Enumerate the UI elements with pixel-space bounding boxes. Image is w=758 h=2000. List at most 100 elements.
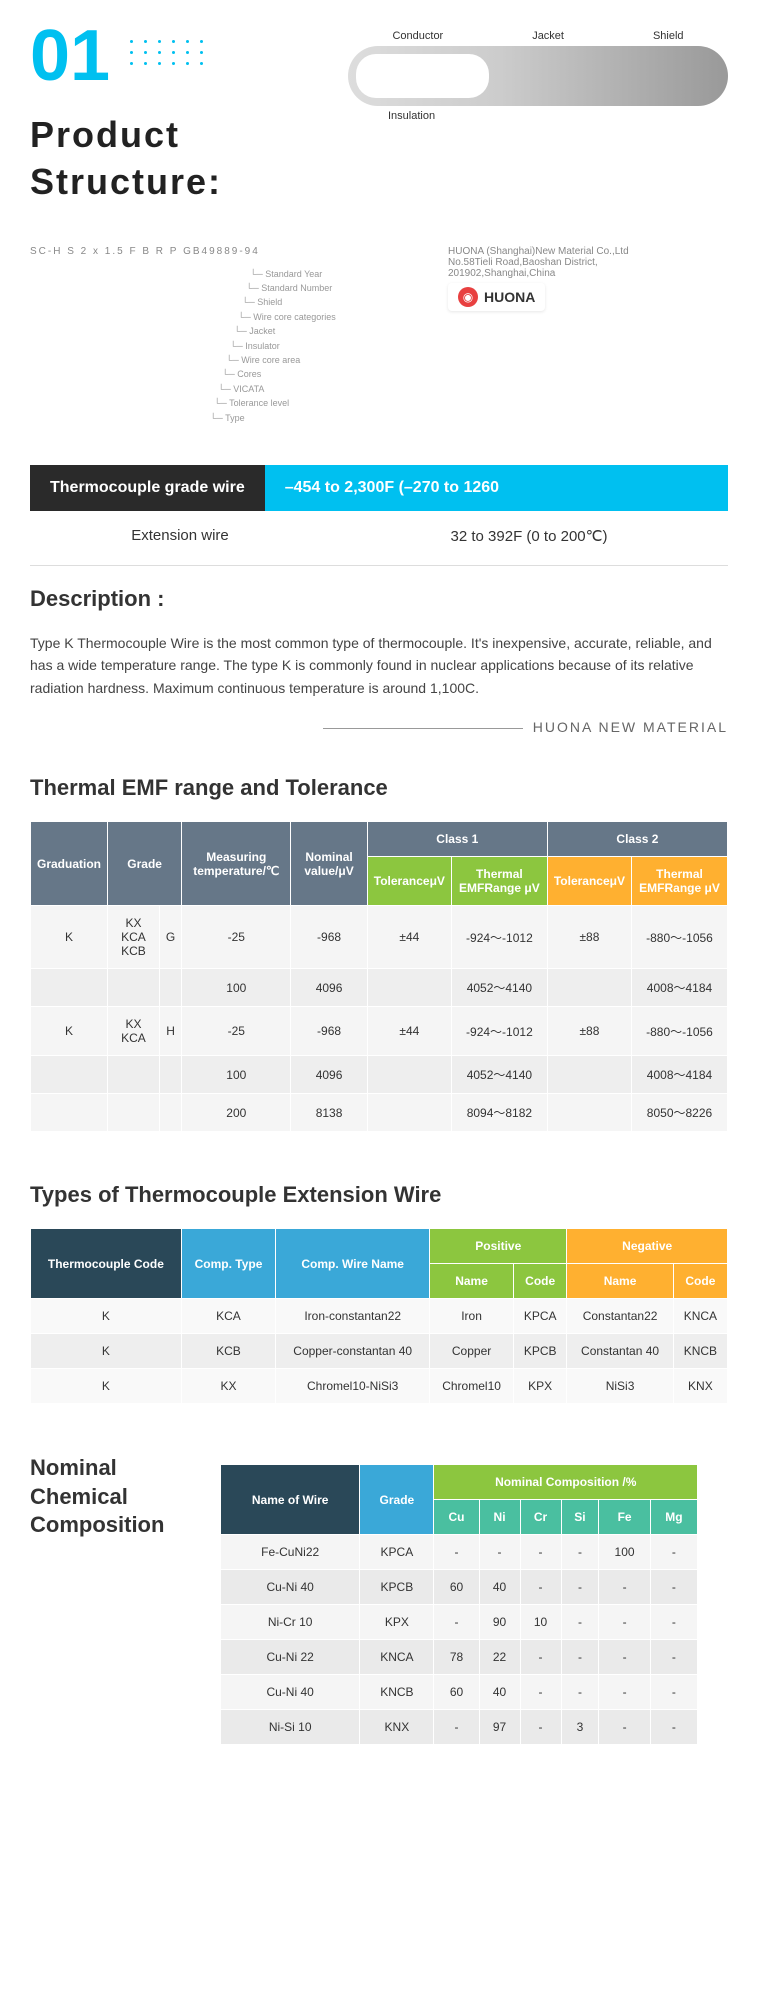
composition-section: Nominal Chemical Composition Name of Wir… — [0, 1434, 758, 1795]
cell: - — [561, 1605, 599, 1640]
th-wirename: Comp. Wire Name — [276, 1229, 430, 1299]
cell: 40 — [479, 1675, 520, 1710]
cell — [547, 969, 631, 1007]
th-element: Mg — [650, 1500, 697, 1535]
cell: KPCB — [513, 1334, 566, 1369]
legend-item: └─ VICATA — [30, 382, 728, 396]
th-tcode: Thermocouple Code — [31, 1229, 182, 1299]
table-row: 20081388094～81828050～8226 — [31, 1094, 728, 1132]
desc-title: Description : — [0, 566, 758, 622]
th-tol2: ToleranceμV — [547, 857, 631, 906]
cell: 60 — [434, 1675, 479, 1710]
cable-diagram: Conductor Jacket Shield Insulation — [348, 30, 728, 122]
cell: - — [561, 1570, 599, 1605]
th-tol1: ToleranceμV — [367, 857, 451, 906]
cell: - — [479, 1535, 520, 1570]
th-neg-code: Code — [673, 1264, 727, 1299]
cell: - — [650, 1570, 697, 1605]
cell: 10 — [520, 1605, 561, 1640]
comp-table: Name of Wire Grade Nominal Composition /… — [220, 1464, 698, 1745]
label-conductor: Conductor — [392, 30, 443, 42]
cell — [547, 1094, 631, 1132]
cell: Chromel10 — [430, 1369, 514, 1404]
cell: - — [599, 1570, 650, 1605]
table-row: 10040964052～41404008～4184 — [31, 1056, 728, 1094]
cell: KPX — [513, 1369, 566, 1404]
cell: KPCA — [513, 1299, 566, 1334]
label-shield: Shield — [653, 30, 684, 42]
cell: Cu-Ni 40 — [221, 1570, 360, 1605]
cell: -924～-1012 — [451, 1007, 547, 1056]
cell: 97 — [479, 1710, 520, 1745]
label-jacket: Jacket — [532, 30, 564, 42]
th-negative: Negative — [567, 1229, 728, 1264]
cell: Copper — [430, 1334, 514, 1369]
cell: Ni-Si 10 — [221, 1710, 360, 1745]
company-name: HUONA (Shanghai)New Material Co.,Ltd — [448, 246, 728, 257]
cell: Iron — [430, 1299, 514, 1334]
cell — [108, 1094, 160, 1132]
cell: 4008～4184 — [632, 969, 728, 1007]
types-table: Thermocouple Code Comp. Type Comp. Wire … — [30, 1228, 728, 1404]
code-section: SC-H S 2 x 1.5 F B R P GB49889-94 └─ Sta… — [0, 226, 758, 445]
logo-icon: ◉ — [458, 287, 478, 307]
grade-label: Thermocouple grade wire — [30, 465, 265, 511]
cell: KPX — [360, 1605, 434, 1640]
cell: 100 — [182, 1056, 291, 1094]
cell: - — [434, 1535, 479, 1570]
cell — [367, 1056, 451, 1094]
cell: Chromel10-NiSi3 — [276, 1369, 430, 1404]
cell: -924～-1012 — [451, 906, 547, 969]
cell: KCB — [181, 1334, 275, 1369]
cable-labels: Conductor Jacket Shield — [348, 30, 728, 42]
ext-range: 32 to 392F (0 to 200℃) — [330, 527, 728, 545]
title-line1: Product — [30, 114, 180, 155]
huona-logo: ◉ HUONA — [448, 283, 545, 311]
cell: KCA — [181, 1299, 275, 1334]
cell: - — [650, 1605, 697, 1640]
table-row: KKX KCA KCBG-25-968±44-924～-1012±88-880～… — [31, 906, 728, 969]
cell: 100 — [599, 1535, 650, 1570]
th-grade: Grade — [108, 822, 182, 906]
header: 01 Conductor Jacket Shield Insulation — [0, 0, 758, 102]
legend-item: └─ Type — [30, 411, 728, 425]
table-row: KKXChromel10-NiSi3Chromel10KPXNiSi3KNX — [31, 1369, 728, 1404]
cell: -968 — [291, 1007, 367, 1056]
th-measuring: Measuring temperature/℃ — [182, 822, 291, 906]
cell: - — [650, 1710, 697, 1745]
cell — [367, 969, 451, 1007]
cell: 100 — [182, 969, 291, 1007]
th-rng2: Thermal EMFRange μV — [632, 857, 728, 906]
cell: - — [650, 1640, 697, 1675]
th-class2: Class 2 — [547, 822, 727, 857]
table-row: KKCBCopper-constantan 40CopperKPCBConsta… — [31, 1334, 728, 1369]
dot-grid — [130, 40, 206, 65]
cell: - — [520, 1570, 561, 1605]
cell: ±88 — [547, 906, 631, 969]
cell: Cu-Ni 22 — [221, 1640, 360, 1675]
cell: KNCB — [673, 1334, 727, 1369]
logo-text: HUONA — [484, 289, 535, 305]
cell: -25 — [182, 1007, 291, 1056]
cell: KNCA — [673, 1299, 727, 1334]
cell: Cu-Ni 40 — [221, 1675, 360, 1710]
cell: Fe-CuNi22 — [221, 1535, 360, 1570]
cell: - — [520, 1535, 561, 1570]
cell: 4052～4140 — [451, 1056, 547, 1094]
cell: 4008～4184 — [632, 1056, 728, 1094]
th-comptype: Comp. Type — [181, 1229, 275, 1299]
cell: KPCB — [360, 1570, 434, 1605]
emf-title: Thermal EMF range and Tolerance — [0, 755, 758, 811]
th-element: Fe — [599, 1500, 650, 1535]
cell: 3 — [561, 1710, 599, 1745]
cell: 8138 — [291, 1094, 367, 1132]
cell: - — [561, 1640, 599, 1675]
cell — [159, 1094, 181, 1132]
types-title: Types of Thermocouple Extension Wire — [0, 1162, 758, 1218]
cell: 8094～8182 — [451, 1094, 547, 1132]
th-element: Cr — [520, 1500, 561, 1535]
table-row: KKX KCAH-25-968±44-924～-1012±88-880～-105… — [31, 1007, 728, 1056]
th-element: Cu — [434, 1500, 479, 1535]
table-row: Cu-Ni 40KPCB6040---- — [221, 1570, 698, 1605]
cell: K — [31, 1007, 108, 1056]
